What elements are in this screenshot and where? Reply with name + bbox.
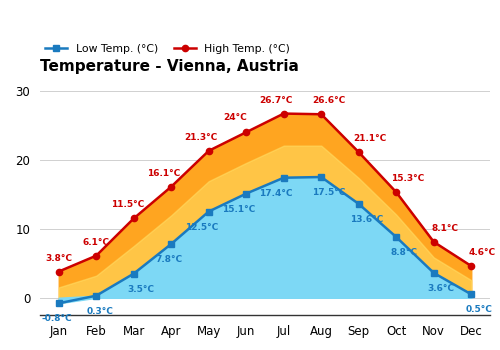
- Text: 26.7°C: 26.7°C: [260, 96, 293, 105]
- High Temp. (°C): [318, 112, 324, 116]
- Text: 3.8°C: 3.8°C: [45, 253, 72, 262]
- High Temp. (°C): [56, 270, 62, 274]
- Text: 21.1°C: 21.1°C: [354, 134, 386, 143]
- Low Temp. (°C): [243, 191, 249, 196]
- Low Temp. (°C): [281, 176, 287, 180]
- Text: 8.8°C: 8.8°C: [390, 248, 417, 257]
- Text: 11.5°C: 11.5°C: [112, 201, 145, 209]
- Low Temp. (°C): [168, 242, 174, 246]
- Line: Low Temp. (°C): Low Temp. (°C): [56, 174, 474, 306]
- Text: Temperature - Vienna, Austria: Temperature - Vienna, Austria: [40, 60, 299, 75]
- Text: 4.6°C: 4.6°C: [469, 248, 496, 257]
- High Temp. (°C): [393, 190, 399, 194]
- High Temp. (°C): [281, 111, 287, 116]
- Legend: Low Temp. (°C), High Temp. (°C): Low Temp. (°C), High Temp. (°C): [41, 40, 294, 58]
- Text: 24°C: 24°C: [223, 113, 247, 122]
- Text: 6.1°C: 6.1°C: [83, 238, 110, 247]
- Text: 17.5°C: 17.5°C: [312, 188, 346, 197]
- Text: 21.3°C: 21.3°C: [184, 133, 218, 142]
- High Temp. (°C): [168, 184, 174, 189]
- Low Temp. (°C): [431, 271, 437, 275]
- Text: 13.6°C: 13.6°C: [350, 215, 383, 224]
- Text: 16.1°C: 16.1°C: [147, 169, 180, 178]
- Text: 8.1°C: 8.1°C: [432, 224, 458, 233]
- Text: -0.8°C: -0.8°C: [42, 314, 72, 323]
- Text: 12.5°C: 12.5°C: [184, 223, 218, 232]
- Text: 0.5°C: 0.5°C: [466, 305, 492, 314]
- Text: 15.1°C: 15.1°C: [222, 205, 256, 214]
- High Temp. (°C): [243, 130, 249, 134]
- Low Temp. (°C): [393, 235, 399, 239]
- High Temp. (°C): [93, 253, 99, 258]
- High Temp. (°C): [131, 216, 137, 221]
- Text: 7.8°C: 7.8°C: [156, 255, 183, 264]
- Low Temp. (°C): [93, 294, 99, 298]
- Text: 26.6°C: 26.6°C: [312, 96, 346, 105]
- Text: 15.3°C: 15.3°C: [391, 174, 424, 183]
- Text: 17.4°C: 17.4°C: [260, 189, 293, 198]
- High Temp. (°C): [431, 240, 437, 244]
- Text: 3.6°C: 3.6°C: [428, 284, 455, 293]
- High Temp. (°C): [356, 150, 362, 154]
- Low Temp. (°C): [318, 175, 324, 179]
- Line: High Temp. (°C): High Temp. (°C): [56, 111, 474, 275]
- Text: 3.5°C: 3.5°C: [128, 285, 155, 294]
- High Temp. (°C): [468, 264, 474, 268]
- Low Temp. (°C): [206, 209, 212, 214]
- Low Temp. (°C): [356, 202, 362, 206]
- Low Temp. (°C): [131, 272, 137, 276]
- Low Temp. (°C): [468, 292, 474, 296]
- Text: 0.3°C: 0.3°C: [86, 307, 114, 316]
- High Temp. (°C): [206, 149, 212, 153]
- Low Temp. (°C): [56, 301, 62, 305]
